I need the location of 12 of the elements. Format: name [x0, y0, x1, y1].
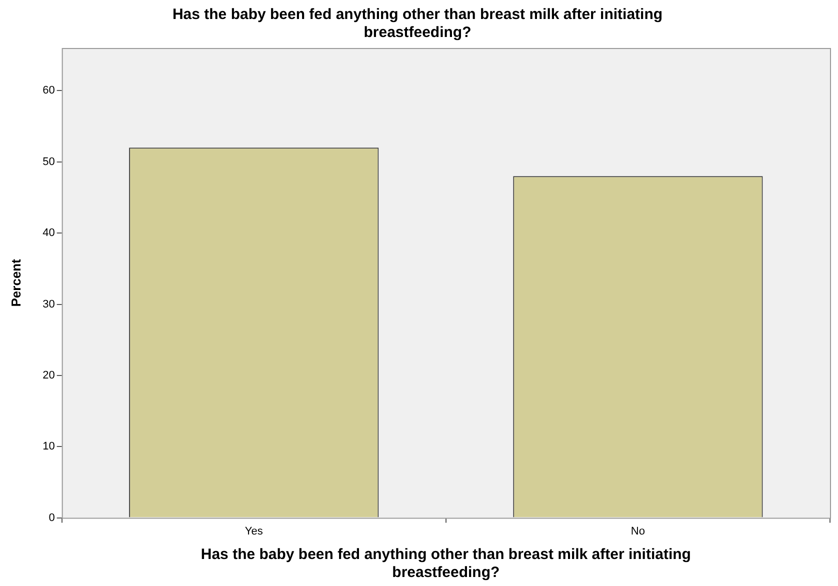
y-tick-label: 10 — [42, 440, 55, 453]
chart-title: Has the baby been fed anything other than breast milk after initiating breastfeeding? — [172, 6, 663, 42]
y-axis-title: Percent — [8, 258, 24, 307]
y-tick-label: 20 — [42, 369, 55, 382]
y-tick-label: 40 — [42, 227, 55, 240]
x-axis-title: Has the baby been fed anything other than breast milk after initiating breastfeeding? — [200, 546, 691, 582]
y-tick-label: 50 — [42, 156, 55, 168]
y-tick-label: 0 — [48, 512, 55, 524]
x-tick-label: Yes — [244, 525, 264, 538]
y-tick-label: 60 — [42, 84, 55, 97]
x-tick-label: No — [630, 525, 645, 538]
y-tick-label: 30 — [42, 298, 55, 310]
